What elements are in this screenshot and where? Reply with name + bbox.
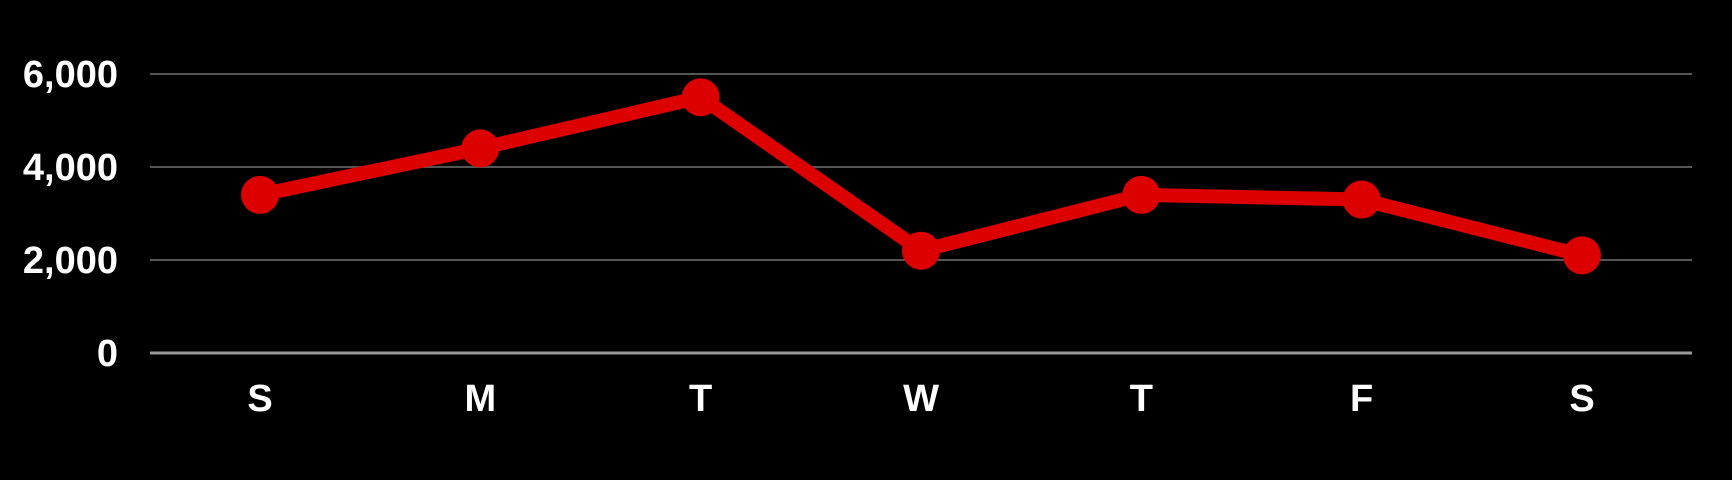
x-tick-label: S	[247, 378, 272, 420]
y-tick-label: 2,000	[23, 240, 118, 282]
x-tick-label: M	[465, 378, 497, 420]
y-axis-tick-labels: 0 2,000 4,000 6,000	[23, 54, 118, 375]
x-tick-label: F	[1350, 378, 1373, 420]
x-tick-label: T	[689, 378, 712, 420]
series	[241, 78, 1601, 275]
x-tick-label: T	[1130, 378, 1153, 420]
x-tick-label: S	[1569, 378, 1594, 420]
data-point	[461, 129, 500, 168]
data-point	[681, 78, 720, 117]
x-tick-label: W	[903, 378, 939, 420]
y-tick-label: 0	[97, 333, 118, 375]
y-tick-label: 6,000	[23, 54, 118, 96]
data-point	[1342, 180, 1381, 219]
data-point	[902, 231, 940, 270]
y-tick-label: 4,000	[23, 147, 118, 189]
data-point	[1122, 175, 1161, 214]
data-point	[1563, 236, 1601, 275]
data-point	[241, 175, 279, 214]
